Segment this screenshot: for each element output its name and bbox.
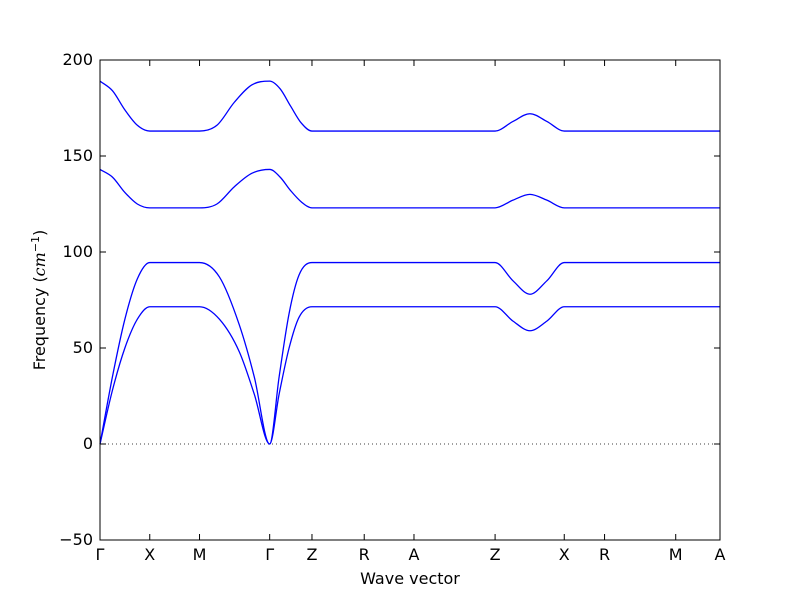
y-tick-label: 150: [62, 146, 93, 165]
y-tick-label: 100: [62, 242, 93, 261]
x-tick-label: Z: [490, 545, 501, 564]
plot-frame: [99, 59, 721, 541]
series-layer: [99, 80, 721, 445]
y-axis-label: Frequency (cm−1): [29, 230, 49, 371]
band-line-2: [99, 168, 720, 209]
x-tick-label: A: [409, 545, 420, 564]
x-tick-label: Γ: [265, 545, 274, 564]
y-tick-label: 50: [73, 338, 93, 357]
x-tick-label: X: [559, 545, 570, 564]
y-axis-ticks: −50 0 50 100 150 200: [59, 50, 720, 549]
x-tick-label: Z: [306, 545, 317, 564]
x-tick-label: R: [359, 545, 370, 564]
x-tick-label: Γ: [96, 545, 105, 564]
y-tick-label: 0: [83, 434, 93, 453]
x-tick-label: A: [715, 545, 726, 564]
x-axis-label: Wave vector: [360, 569, 460, 588]
band-line-4: [99, 306, 721, 445]
y-tick-label: 200: [62, 50, 93, 69]
y-tick-label: −50: [59, 530, 93, 549]
x-tick-label: M: [669, 545, 683, 564]
band-line-3: [99, 261, 721, 445]
x-tick-label: M: [193, 545, 207, 564]
x-tick-label: X: [144, 545, 155, 564]
band-line-1: [99, 80, 720, 132]
x-tick-label: R: [599, 545, 610, 564]
